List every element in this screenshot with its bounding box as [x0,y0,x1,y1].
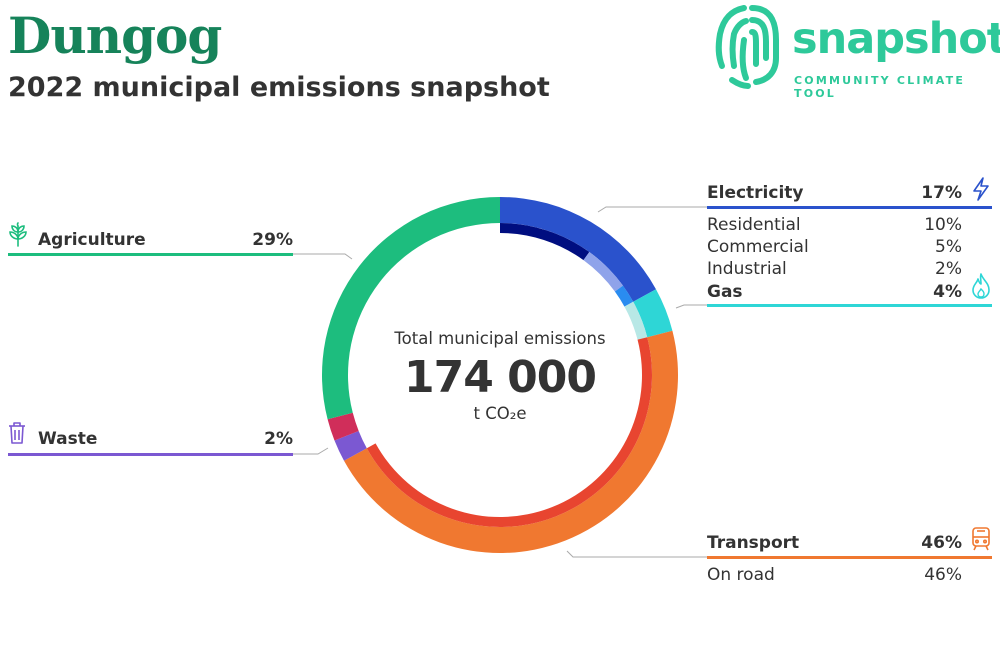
total-unit: t CO₂e [473,404,527,423]
electricity-label: Electricity [707,183,804,203]
on-road-label: On road [707,565,775,585]
residential-pct: 10% [924,215,962,235]
residential-label: Residential [707,215,801,235]
fingerprint-logo-icon [715,5,779,89]
leader-gas [675,304,707,309]
waste-pct: 2% [264,429,293,449]
commercial-pct: 5% [935,237,962,257]
leader-transport [566,550,707,558]
total-value: 174 000 [403,352,597,403]
logo-wordmark: snapshot [792,14,1000,64]
agriculture-pct: 29% [252,230,293,250]
lightning-icon [973,177,989,201]
plant-icon [9,222,27,247]
page-title: Dungog [8,6,222,65]
leader-electricity [597,206,707,213]
agriculture-label: Agriculture [38,230,146,250]
gas-underline [707,304,992,307]
logo-tagline: COMMUNITY CLIMATE TOOL [794,74,966,100]
donut-slice-electricity [500,197,656,302]
leader-waste [293,447,329,455]
gas-pct: 4% [933,282,962,302]
donut-slice-agriculture [322,197,500,420]
total-label: Total municipal emissions [394,329,606,348]
industrial-pct: 2% [935,259,962,279]
page-subtitle: 2022 municipal emissions snapshot [8,72,550,103]
on-road-pct: 46% [924,565,962,585]
electricity-underline [707,206,992,209]
donut-slice-transport [344,330,678,553]
commercial-label: Commercial [707,237,809,257]
train-icon [972,527,990,551]
waste-label: Waste [38,429,98,449]
gas-label: Gas [707,282,743,302]
electricity-pct: 17% [921,183,962,203]
waste-underline [8,453,293,456]
transport-label: Transport [707,533,800,553]
donut-subslice-electricity-residential [500,223,590,261]
industrial-label: Industrial [707,259,787,279]
donut-slice-waste-other [327,412,359,441]
transport-pct: 46% [921,533,962,553]
donut-subslice-gas-gas [624,301,648,340]
transport-underline [707,556,992,559]
flame-icon [972,273,990,299]
trash-bin-icon [9,422,25,444]
donut-slice-waste [334,430,367,461]
donut-subslice-electricity-commercial [583,252,623,292]
donut-slice-gas [633,289,673,338]
agriculture-underline [8,253,293,256]
snapshot-logo: snapshot COMMUNITY CLIMATE TOOL [712,0,1000,100]
donut-subslice-electricity-industrial [614,285,634,307]
leader-agriculture [293,253,353,260]
